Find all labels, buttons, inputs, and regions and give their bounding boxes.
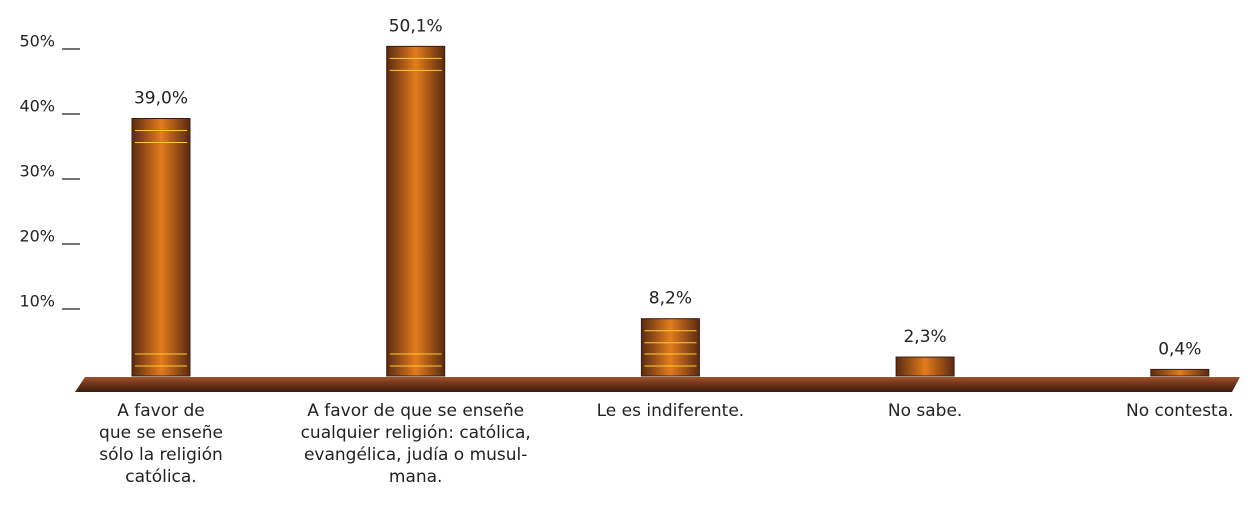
y-tick-label: 50% — [19, 32, 55, 51]
value-label: 50,1% — [389, 16, 443, 36]
value-label: 0,4% — [1158, 339, 1201, 359]
x-tick-label: Le es indiferente. — [596, 401, 745, 421]
bar — [1150, 368, 1210, 377]
y-tick-label: 30% — [19, 162, 55, 181]
y-tick-label: 40% — [19, 97, 55, 116]
x-tick-label: No contesta. — [1126, 401, 1234, 421]
value-label: 2,3% — [903, 327, 946, 347]
x-tick-label: A favor de que se enseñe cualquier relig… — [300, 401, 531, 487]
bar — [131, 118, 191, 377]
value-label: 8,2% — [649, 289, 692, 309]
value-label: 39,0% — [134, 89, 188, 109]
floor — [75, 377, 1240, 392]
bar — [895, 356, 955, 377]
bar — [386, 45, 446, 377]
y-tick-label: 10% — [19, 292, 55, 311]
x-tick-label: A favor de que se enseñe sólo la religió… — [99, 401, 223, 487]
x-tick-label: No sabe. — [887, 401, 963, 421]
y-tick-label: 20% — [19, 227, 55, 246]
bar — [640, 318, 700, 377]
